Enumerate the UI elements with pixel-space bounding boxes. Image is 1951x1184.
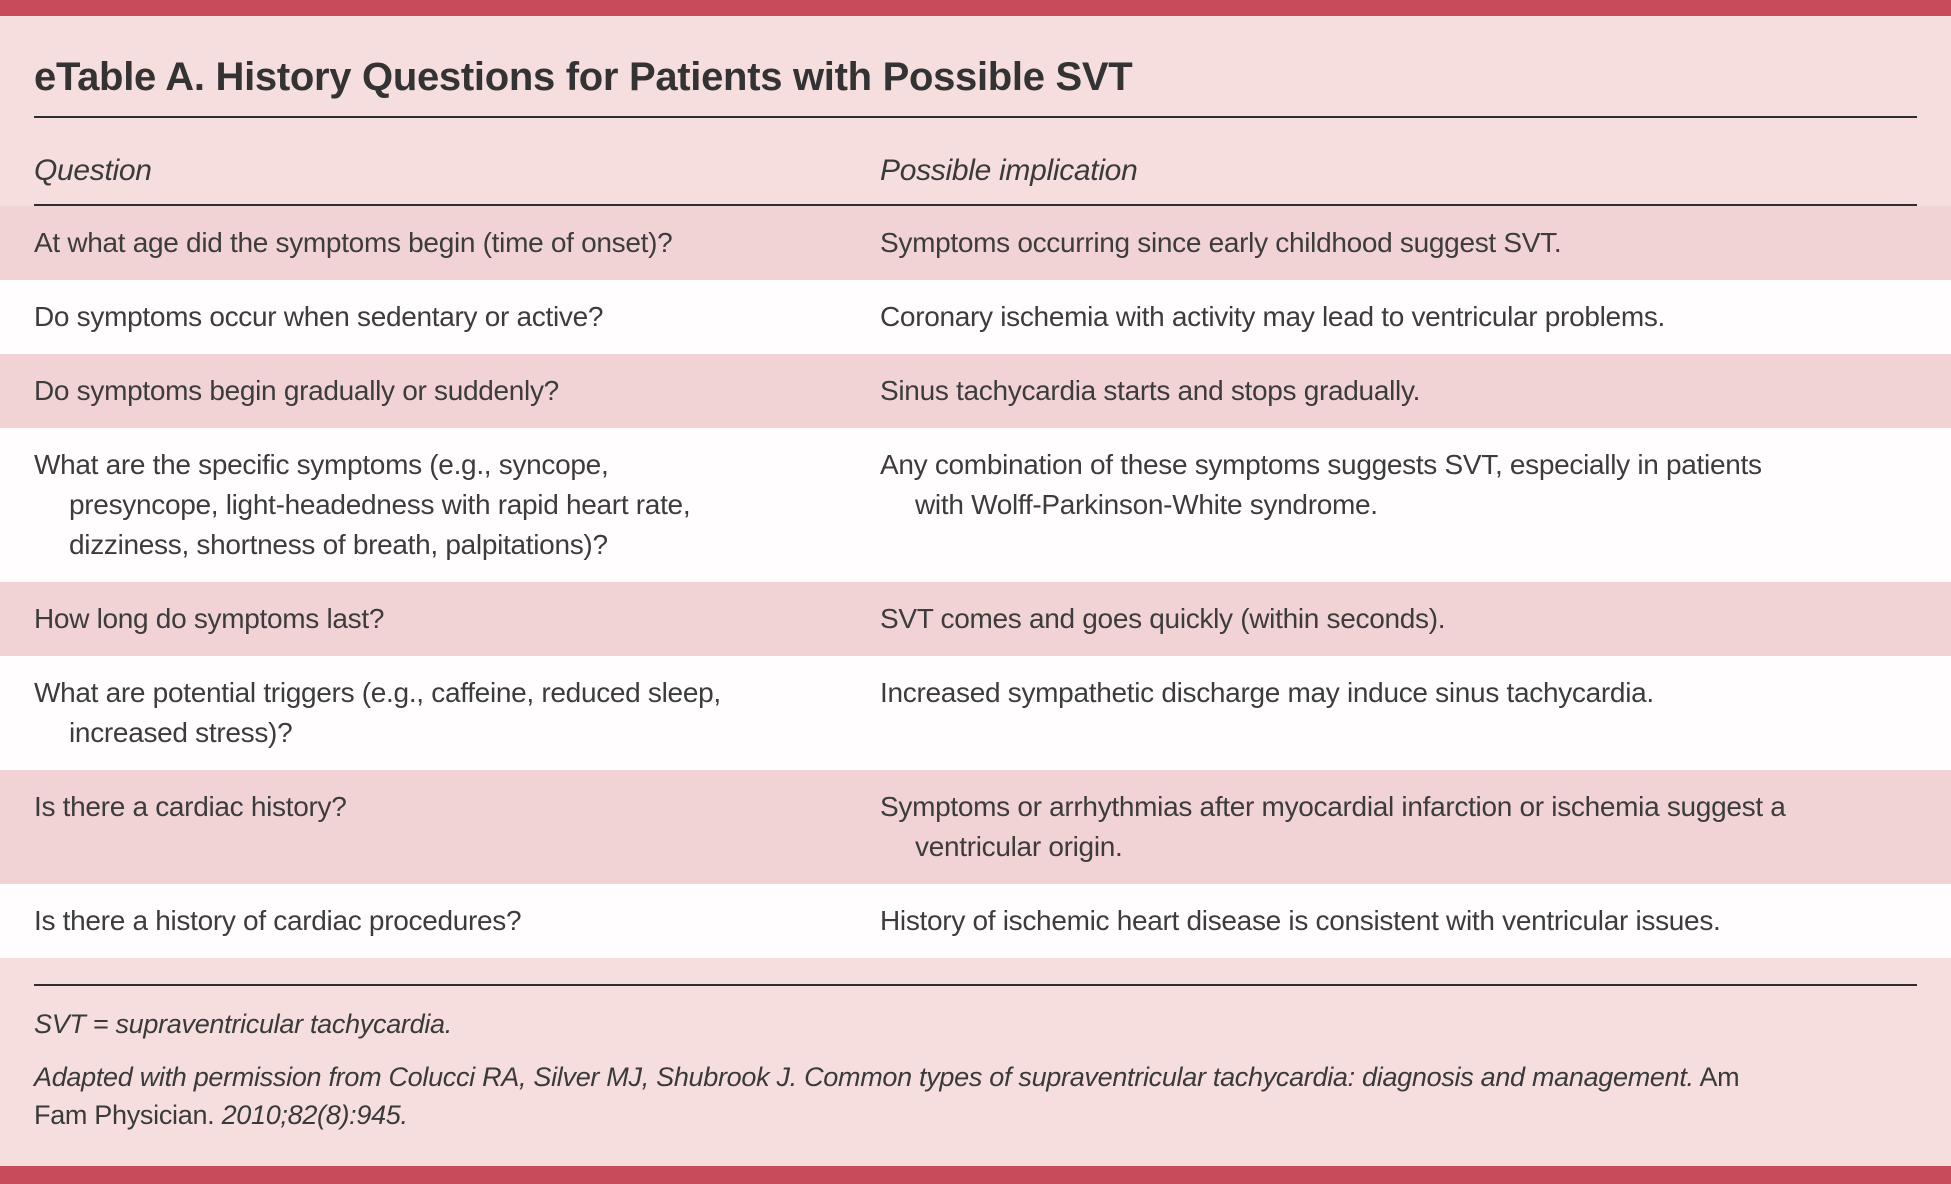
table-row: Do symptoms occur when sedentary or acti… xyxy=(0,280,1951,354)
citation-volume-pages: 2010;82(8):945. xyxy=(221,1100,408,1130)
citation-note: Adapted with permission from Colucci RA,… xyxy=(34,1058,1917,1134)
question-cell: At what age did the symptoms begin (time… xyxy=(34,227,673,258)
table-row: What are the specific symptoms (e.g., sy… xyxy=(0,428,1951,582)
question-cell: What are the specific symptoms (e.g., sy… xyxy=(34,449,691,560)
page-title: eTable A. History Questions for Patients… xyxy=(34,55,1133,99)
table-row: Is there a cardiac history? Symptoms or … xyxy=(0,770,1951,884)
table-row: Is there a history of cardiac procedures… xyxy=(0,884,1951,958)
question-cell: Is there a cardiac history? xyxy=(34,791,347,822)
implication-cell: Sinus tachycardia starts and stops gradu… xyxy=(880,375,1421,406)
footnote-rule xyxy=(34,984,1917,986)
implication-cell: History of ischemic heart disease is con… xyxy=(880,905,1721,936)
title-rule xyxy=(34,116,1917,118)
question-cell: How long do symptoms last? xyxy=(34,603,385,634)
table-row: How long do symptoms last? SVT comes and… xyxy=(0,582,1951,656)
citation-journal-name: Am xyxy=(1693,1062,1740,1092)
question-cell: Do symptoms begin gradually or suddenly? xyxy=(34,375,559,406)
implication-cell: SVT comes and goes quickly (within secon… xyxy=(880,603,1446,634)
table-header-row: Question Possible implication xyxy=(0,118,1951,204)
table-row: What are potential triggers (e.g., caffe… xyxy=(0,656,1951,770)
table-row: At what age did the symptoms begin (time… xyxy=(0,206,1951,280)
implication-cell: Any combination of these symptoms sugges… xyxy=(880,449,1762,520)
abbreviation-note: SVT = supraventricular tachycardia. xyxy=(34,1009,452,1039)
table-row: Do symptoms begin gradually or suddenly?… xyxy=(0,354,1951,428)
bottom-accent-bar xyxy=(0,1166,1951,1184)
citation-journal-name-cont: Fam Physician. xyxy=(34,1100,222,1130)
top-accent-bar xyxy=(0,0,1951,16)
header-rule xyxy=(34,204,1917,206)
implication-cell: Symptoms occurring since early childhood… xyxy=(880,227,1562,258)
question-cell: Is there a history of cardiac procedures… xyxy=(34,905,522,936)
question-cell: Do symptoms occur when sedentary or acti… xyxy=(34,301,604,332)
implication-cell: Symptoms or arrhythmias after myocardial… xyxy=(880,791,1786,862)
implication-cell: Coronary ischemia with activity may lead… xyxy=(880,301,1666,332)
column-header-implication: Possible implication xyxy=(880,154,1138,187)
citation-text-italic: Adapted with permission from Colucci RA,… xyxy=(34,1062,1694,1092)
implication-cell: Increased sympathetic discharge may indu… xyxy=(880,677,1654,708)
question-cell: What are potential triggers (e.g., caffe… xyxy=(34,677,721,748)
column-header-question: Question xyxy=(34,154,152,187)
